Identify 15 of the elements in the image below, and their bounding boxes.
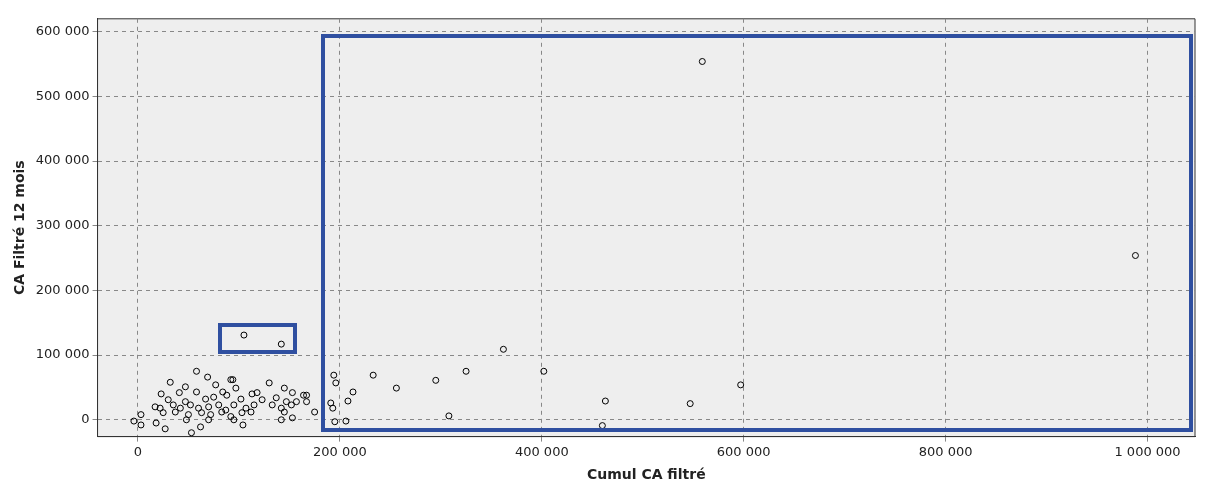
y-tick-label: 600 000	[35, 23, 90, 39]
y-tick-label: 400 000	[35, 152, 90, 168]
y-tick-label: 300 000	[35, 217, 90, 233]
x-tick-label: 200 000	[312, 443, 367, 459]
x-tick-label: 400 000	[514, 443, 569, 459]
x-tick-label: 0	[133, 443, 143, 459]
x-axis-title: Cumul CA filtré	[586, 466, 706, 483]
x-tick-label: 1 000 000	[1114, 443, 1181, 459]
y-tick-label: 100 000	[35, 346, 90, 362]
y-tick-label: 0	[81, 411, 90, 427]
y-axis-title: CA Filtré 12 mois	[11, 160, 28, 296]
x-tick-label: 600 000	[716, 443, 771, 459]
x-tick-label: 800 000	[918, 443, 973, 459]
y-tick-label: 500 000	[35, 87, 90, 103]
y-tick-label: 200 000	[35, 281, 90, 297]
